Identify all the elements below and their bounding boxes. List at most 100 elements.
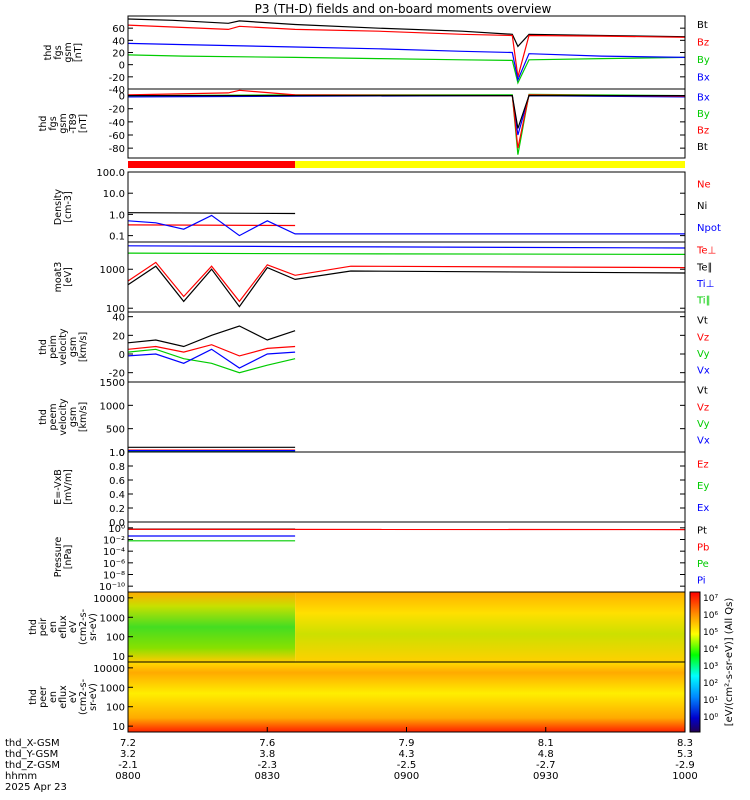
legend-By: By — [697, 55, 710, 66]
panel-frame — [127, 15, 686, 90]
y-tick-label: -40 — [109, 85, 125, 96]
y-tick-label: 1000 — [100, 401, 125, 412]
y-tick-label: 0 — [119, 92, 125, 103]
panel-ylabel: Pressure — [53, 537, 64, 578]
panel-ylabel: thd — [38, 339, 49, 355]
y-tick-label: -80 — [109, 144, 125, 155]
y-tick-label: 100 — [106, 633, 125, 644]
y-tick-label: 10⁰ — [108, 524, 125, 535]
panel-ylabel: thd — [28, 689, 39, 705]
y-tick-label: 1000 — [100, 613, 125, 624]
series-line-Ne — [127, 224, 296, 227]
panel-ylabel: peim — [48, 335, 59, 359]
y-tick-label: -60 — [109, 131, 125, 142]
y-tick-label: 0.1 — [109, 232, 125, 243]
panel-ylabel: eflux — [58, 685, 69, 709]
y-tick-label: 100 — [106, 703, 125, 714]
y-tick-label: 10⁻⁴ — [103, 547, 125, 558]
panel-6: 0.0 0.2 0.4 0.6 0.8 1.0 Ez Ey Ex E=-VxB [mV/m] — [53, 448, 709, 529]
panel-ylabel: moat3 — [53, 262, 64, 293]
ion-spectrogram-late — [295, 592, 685, 662]
y-tick-label: 0 — [119, 350, 125, 361]
colorbar-tick-label: 10⁶ — [703, 611, 718, 621]
panel-3: 100 1000 Te⊥ Te∥ Ti⊥ Ti∥ moat3 [eV] — [53, 241, 716, 315]
y-tick-label: 10⁻¹⁰ — [99, 582, 125, 593]
x-tick-label: 3.8 — [259, 749, 275, 760]
figure-title: P3 (TH-D) fields and on-board moments ov… — [255, 2, 552, 16]
legend-Bx: Bx — [697, 72, 710, 83]
x-tick-label: 7.9 — [399, 738, 415, 749]
y-tick-label: 10 — [112, 652, 125, 663]
legend-Ne: Ne — [697, 179, 711, 190]
panel-ylabel: Density — [53, 189, 64, 225]
panel-ylabel: [eV] — [63, 267, 74, 287]
series-line-Bx — [127, 42, 686, 82]
legend-Npot: Npot — [697, 223, 721, 234]
colorbar-scale — [689, 591, 701, 733]
x-row-label: thd_Z-GSM — [5, 760, 60, 771]
x-row-label: thd_Y-GSM — [5, 749, 58, 760]
legend-Pt: Pt — [697, 526, 707, 537]
panel-ylabel: gsm — [68, 407, 79, 427]
panel-frame — [127, 381, 686, 453]
legend-Ex: Ex — [697, 503, 709, 514]
panel-ylabel: peer — [38, 686, 49, 708]
series-line-Vz — [127, 344, 296, 357]
y-tick-label: 10000 — [93, 594, 125, 605]
panel-ylabel: velocity — [58, 328, 69, 366]
legend-Ti∥: Ti∥ — [696, 296, 711, 307]
colorbar: 10⁷ 10⁶ 10⁵ 10⁴ 10³ 10² 10¹ 10⁰ [eV/(cm²-s-sr-eV… — [689, 591, 735, 733]
y-tick-label: 1000 — [100, 265, 125, 276]
y-tick-label: 500 — [106, 425, 125, 436]
colorbar-tick-label: 10⁰ — [703, 713, 718, 723]
legend-By: By — [697, 109, 710, 120]
x-row-label: thd_X-GSM — [5, 738, 60, 749]
legend-Vz: Vz — [697, 402, 709, 413]
panel-ylabel: (cm2-s- — [78, 609, 89, 645]
x-tick-label: -2.9 — [675, 760, 695, 771]
legend-Bt: Bt — [697, 142, 708, 153]
panel-ylabel: [nT] — [73, 43, 84, 62]
panel-ylabel: [nPa] — [63, 545, 74, 570]
legend-Vt: Vt — [697, 316, 708, 327]
legend-Vt: Vt — [697, 386, 708, 397]
y-tick-label: 0.8 — [109, 462, 125, 473]
y-tick-label: -20 — [109, 73, 125, 84]
panel-ylabel: gsm — [68, 337, 79, 357]
panel-frame — [127, 241, 686, 313]
panel-ylabel: velocity — [58, 398, 69, 436]
legend-Vz: Vz — [697, 332, 709, 343]
panel-frame — [127, 311, 686, 383]
y-tick-label: -20 — [109, 369, 125, 380]
y-tick-label: 0 — [119, 448, 125, 459]
series-line-Bt — [127, 18, 686, 48]
x-tick-label: 4.3 — [399, 749, 415, 760]
panel-ylabel: [km/s] — [78, 332, 89, 362]
colorbar-tick-label: 10³ — [703, 662, 718, 672]
panel-ylabel: gsm — [63, 42, 74, 62]
y-tick-label: 10⁻² — [103, 536, 125, 547]
series-line-Vy — [127, 348, 296, 374]
x-tick-label: 8.3 — [677, 738, 693, 749]
series-line-Bz — [127, 89, 686, 149]
panel-ylabel: en — [48, 691, 59, 703]
panel-ylabel: en — [48, 621, 59, 633]
x-tick-label: 7.6 — [259, 738, 275, 749]
series-line-Te⊥ — [127, 261, 686, 303]
legend-Bt: Bt — [697, 20, 708, 31]
series-line-Vx — [127, 348, 296, 369]
panel-frame — [127, 171, 686, 243]
y-tick-label: 10⁻⁶ — [103, 559, 125, 570]
series-line-Ti∥ — [127, 252, 686, 255]
panel-4: -20 0 20 40 Vt Vz Vy Vx thd peim velocity gsm [km/s] — [38, 311, 710, 383]
legend-Ey: Ey — [697, 481, 709, 492]
electron-spectrogram — [128, 662, 685, 732]
panel-ylabel: [km/s] — [78, 402, 89, 432]
panel-frame — [127, 88, 686, 159]
panel-ylabel: sr-eV) — [88, 683, 99, 711]
legend-Bz: Bz — [697, 125, 709, 136]
panel-ylabel: -T89 — [68, 113, 79, 133]
panel-ylabel: [mV/m] — [63, 469, 74, 505]
